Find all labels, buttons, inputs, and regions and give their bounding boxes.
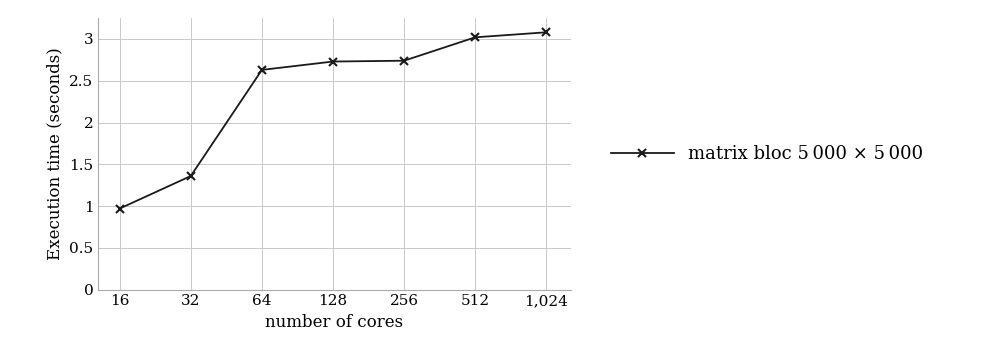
matrix bloc 5 000 × 5 000 xyxy=(114,206,126,211)
Y-axis label: Execution time (seconds): Execution time (seconds) xyxy=(47,47,64,260)
X-axis label: number of cores: number of cores xyxy=(266,314,403,331)
matrix bloc 5 000 × 5 000 xyxy=(469,35,481,39)
matrix bloc 5 000 × 5 000 xyxy=(327,59,338,64)
matrix bloc 5 000 × 5 000 xyxy=(256,68,268,72)
Line: matrix bloc 5 000 × 5 000: matrix bloc 5 000 × 5 000 xyxy=(115,28,550,213)
matrix bloc 5 000 × 5 000 xyxy=(540,30,552,34)
matrix bloc 5 000 × 5 000 xyxy=(399,59,410,63)
matrix bloc 5 000 × 5 000 xyxy=(185,174,197,178)
Legend: matrix bloc 5 000 × 5 000: matrix bloc 5 000 × 5 000 xyxy=(603,138,931,170)
